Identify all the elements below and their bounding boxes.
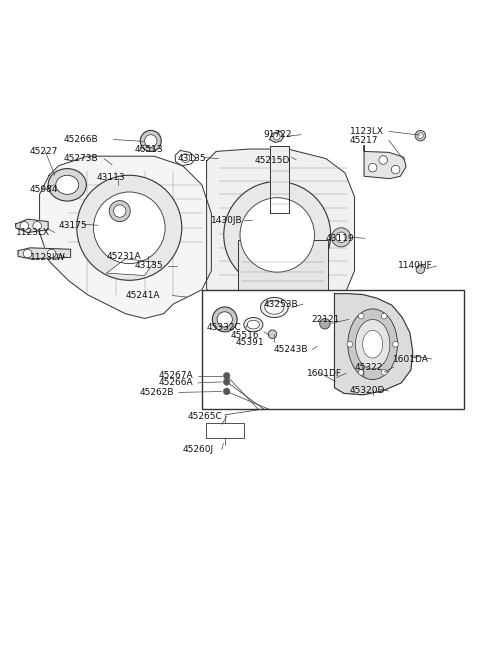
Polygon shape: [18, 248, 71, 259]
Ellipse shape: [363, 331, 383, 358]
Text: 45241A: 45241A: [125, 291, 160, 300]
Polygon shape: [39, 156, 211, 318]
Circle shape: [379, 155, 387, 164]
Circle shape: [274, 133, 280, 140]
Circle shape: [94, 192, 165, 264]
Text: 45227: 45227: [30, 147, 59, 156]
Ellipse shape: [356, 319, 390, 369]
Circle shape: [418, 133, 423, 138]
Polygon shape: [107, 259, 154, 276]
Text: 43119: 43119: [326, 234, 355, 243]
Circle shape: [391, 165, 400, 174]
Ellipse shape: [56, 175, 79, 194]
Ellipse shape: [48, 169, 86, 201]
Ellipse shape: [265, 301, 284, 314]
Polygon shape: [270, 146, 288, 213]
Circle shape: [416, 265, 425, 274]
Polygon shape: [206, 149, 355, 322]
Circle shape: [381, 369, 387, 375]
Polygon shape: [364, 146, 406, 178]
Ellipse shape: [261, 297, 288, 318]
Text: 45266B: 45266B: [63, 135, 98, 144]
Text: 43175: 43175: [59, 221, 87, 230]
Circle shape: [212, 307, 237, 332]
Text: 46513: 46513: [135, 146, 164, 155]
Polygon shape: [335, 294, 413, 395]
Text: 45217: 45217: [350, 136, 378, 145]
Text: 45231A: 45231A: [107, 252, 141, 261]
Text: 22121: 22121: [312, 315, 340, 324]
Text: 45322: 45322: [355, 363, 383, 372]
Text: 1123LX: 1123LX: [16, 228, 50, 237]
Text: 45332C: 45332C: [206, 323, 241, 333]
Text: 43135: 43135: [178, 154, 206, 163]
Text: 45391: 45391: [235, 338, 264, 347]
Circle shape: [347, 341, 353, 347]
Circle shape: [336, 232, 347, 243]
Circle shape: [240, 197, 314, 272]
Circle shape: [33, 222, 41, 230]
Circle shape: [224, 182, 331, 289]
Ellipse shape: [244, 318, 263, 332]
Circle shape: [77, 175, 182, 280]
Text: 45320D: 45320D: [350, 386, 385, 396]
Text: 43135: 43135: [135, 262, 164, 270]
Circle shape: [114, 205, 126, 217]
Text: 1601DF: 1601DF: [307, 369, 342, 378]
Circle shape: [320, 318, 330, 329]
Text: 45243B: 45243B: [274, 345, 308, 354]
Bar: [202, 290, 464, 409]
Circle shape: [140, 131, 161, 152]
Circle shape: [223, 388, 230, 395]
Circle shape: [415, 131, 426, 141]
Text: 43253B: 43253B: [264, 300, 299, 308]
Circle shape: [109, 201, 130, 222]
Circle shape: [144, 134, 157, 147]
Text: 1123LW: 1123LW: [30, 253, 66, 262]
Circle shape: [24, 249, 32, 258]
Circle shape: [223, 373, 230, 379]
Polygon shape: [16, 219, 48, 233]
Text: 45267A: 45267A: [159, 371, 193, 380]
Ellipse shape: [348, 309, 397, 380]
Text: 1601DA: 1601DA: [393, 354, 429, 363]
Circle shape: [268, 330, 277, 338]
Text: 1430JB: 1430JB: [211, 216, 243, 224]
Circle shape: [47, 249, 56, 258]
Circle shape: [381, 314, 387, 319]
Circle shape: [359, 369, 364, 375]
Text: 45516: 45516: [230, 331, 259, 340]
Text: 45984: 45984: [30, 185, 59, 194]
Bar: [238, 239, 328, 302]
Text: 45273B: 45273B: [63, 154, 98, 163]
Text: 45265C: 45265C: [188, 412, 222, 420]
Text: 1140HF: 1140HF: [397, 262, 432, 270]
Text: 45260J: 45260J: [183, 445, 214, 454]
Text: 43113: 43113: [97, 173, 125, 182]
Circle shape: [223, 379, 230, 385]
Bar: [205, 423, 244, 438]
Circle shape: [368, 163, 377, 172]
Text: 45215D: 45215D: [254, 155, 290, 165]
Circle shape: [393, 341, 398, 347]
Text: 1123LX: 1123LX: [350, 127, 384, 136]
Circle shape: [332, 228, 351, 247]
Polygon shape: [270, 131, 284, 142]
Circle shape: [20, 222, 29, 230]
Circle shape: [181, 154, 190, 163]
Text: 45266A: 45266A: [159, 379, 193, 388]
Text: 91722: 91722: [264, 131, 292, 139]
Circle shape: [359, 314, 364, 319]
Circle shape: [217, 312, 232, 327]
Text: 45262B: 45262B: [140, 388, 174, 397]
Ellipse shape: [247, 320, 260, 329]
